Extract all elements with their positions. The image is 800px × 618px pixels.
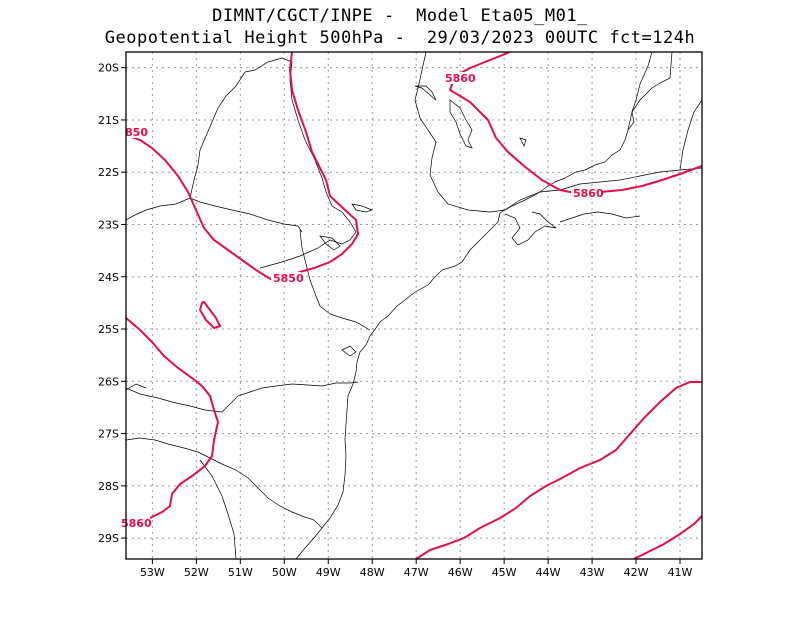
contour-line-5850 (126, 52, 360, 282)
contour-label: 5860 (121, 517, 152, 530)
map-title-line-2: Geopotential Height 500hPa - 29/03/2023 … (104, 28, 696, 48)
x-tick-label: 46W (448, 566, 473, 579)
state-border (189, 71, 246, 199)
x-axis: 53W 52W 51W 50W 49W 48W 47W 46W 45W 44W 43W 42W 41W (140, 559, 693, 579)
x-tick-label: 50W (272, 566, 297, 579)
state-border (189, 197, 303, 233)
state-border (126, 383, 147, 391)
contour-labels: 5860 5860 5850 850 5860 (121, 72, 604, 530)
state-border (126, 437, 323, 529)
y-tick-label: 22S (98, 166, 119, 179)
y-tick-label: 27S (98, 428, 119, 441)
x-tick-label: 53W (140, 566, 165, 579)
contour-line-5860 (126, 317, 220, 527)
contour-label: 5850 (273, 272, 304, 285)
grid-lines (126, 52, 702, 559)
contour-line-5860 (415, 381, 702, 559)
y-tick-label: 20S (98, 62, 119, 75)
y-tick-label: 25S (98, 323, 119, 336)
reservoir (414, 85, 437, 101)
contour-label: 850 (125, 126, 148, 139)
contour-line-5860 (633, 515, 702, 559)
state-border (244, 57, 357, 269)
reservoir (519, 137, 527, 147)
x-tick-label: 43W (580, 566, 605, 579)
state-border (126, 197, 191, 221)
contour-label: 5860 (445, 72, 476, 85)
state-border (627, 52, 653, 131)
y-axis: 20S 21S 22S 23S 24S 25S 26S 27S 28S 29S (98, 62, 126, 545)
y-tick-label: 21S (98, 114, 119, 127)
y-tick-label: 23S (98, 218, 119, 231)
x-tick-label: 49W (316, 566, 341, 579)
contour-line-5850-ring (198, 300, 222, 330)
y-tick-label: 29S (98, 532, 119, 545)
y-tick-label: 28S (98, 480, 119, 493)
state-border (126, 381, 359, 413)
x-tick-label: 51W (228, 566, 253, 579)
state-border (299, 229, 371, 331)
x-tick-label: 48W (360, 566, 385, 579)
x-tick-label: 52W (184, 566, 209, 579)
borders-layer (126, 52, 702, 559)
bay-inlet (559, 211, 641, 223)
state-border (679, 99, 702, 171)
state-border (414, 52, 506, 213)
y-tick-label: 26S (98, 375, 119, 388)
state-border (504, 167, 702, 211)
coastline (295, 52, 673, 559)
x-tick-label: 47W (404, 566, 429, 579)
contour-label: 5860 (573, 187, 604, 200)
map-title-line-1: DIMNT/CGCT/INPE - Model Eta05_M01_ (212, 6, 588, 26)
y-tick-label: 24S (98, 271, 119, 284)
x-tick-label: 42W (624, 566, 649, 579)
x-tick-label: 45W (492, 566, 517, 579)
x-tick-label: 41W (668, 566, 693, 579)
state-border (199, 459, 237, 559)
bay-inlet (504, 211, 557, 246)
x-tick-label: 44W (536, 566, 561, 579)
reservoir (341, 345, 357, 357)
reservoir (449, 99, 473, 149)
reservoir (351, 203, 374, 213)
reservoir (319, 235, 341, 251)
contour-layer (126, 52, 702, 559)
map-frame (125, 51, 703, 560)
